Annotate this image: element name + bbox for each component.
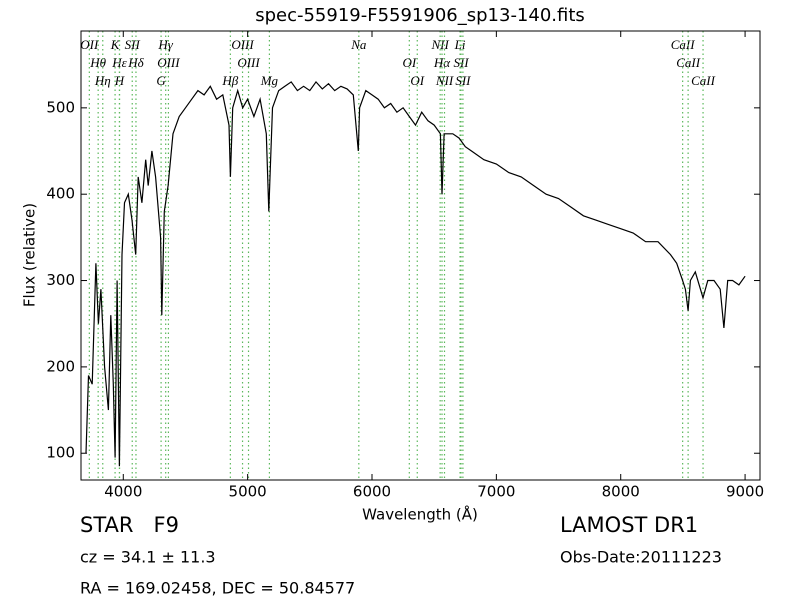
chart-title: spec-55919-F5591906_sp13-140.fits	[255, 5, 585, 26]
y-tick-label: 400	[46, 185, 75, 203]
spectral-line-label: G	[156, 73, 166, 88]
spectral-line-label: CaII	[676, 55, 701, 70]
x-tick-label: 6000	[353, 483, 391, 501]
spectral-line-label: H	[114, 73, 125, 88]
plot-frame	[80, 30, 761, 481]
spectral-line-label: SII	[453, 55, 469, 70]
x-tick-label: 4000	[104, 483, 142, 501]
spectral-line-label: OIII	[157, 55, 180, 70]
spectrum	[85, 80, 746, 467]
x-tick-label: 7000	[477, 483, 515, 501]
spectral-line-label: Mg	[260, 73, 279, 88]
y-tick-label: 100	[46, 444, 75, 462]
y-tick-label: 500	[46, 98, 75, 116]
object-class: STAR F9	[80, 513, 179, 537]
spectral-line-label: SII	[455, 73, 471, 88]
spectral-line-label: Hθ	[89, 55, 106, 70]
coordinates: RA = 169.02458, DEC = 50.84577	[80, 579, 355, 598]
spectral-line-label: Hβ	[221, 73, 238, 88]
spectral-line-label: NII	[435, 73, 454, 88]
spectral-line-label: OI	[402, 55, 416, 70]
spectral-line-label: Na	[350, 37, 367, 52]
x-axis-label: Wavelength (Å)	[362, 505, 478, 524]
spectral-line-label: SII	[125, 37, 141, 52]
spectral-line-label: NII	[430, 37, 449, 52]
y-tick-label: 200	[46, 357, 75, 375]
spectral-line-label: CaII	[671, 37, 696, 52]
survey: LAMOST DR1	[560, 513, 698, 537]
spectral-line-label: Hδ	[127, 55, 144, 70]
spectral-line-label: OI	[410, 73, 424, 88]
redshift: cz = 34.1 ± 11.3	[80, 548, 216, 567]
obs-date: Obs-Date:20111223	[560, 548, 722, 567]
spectral-line-label: Hα	[433, 55, 451, 70]
y-tick-label: 300	[46, 271, 75, 289]
spectral-line-label: Li	[454, 37, 466, 52]
spectral-line-label: OII	[80, 37, 99, 52]
spectral-line-label: Hη	[94, 73, 111, 88]
spectral-line-label: K	[110, 37, 121, 52]
spectral-line-label: OIII	[231, 37, 254, 52]
spectral-line-label: Hε	[111, 55, 127, 70]
x-tick-label: 8000	[602, 483, 640, 501]
x-tick-label: 5000	[229, 483, 267, 501]
y-axis-label: Flux (relative)	[21, 203, 39, 307]
spectral-line-label: CaII	[691, 73, 716, 88]
x-tick-label: 9000	[726, 483, 764, 501]
spectral-line-label: OIII	[237, 55, 260, 70]
spectral-line-label: Hγ	[157, 37, 173, 52]
